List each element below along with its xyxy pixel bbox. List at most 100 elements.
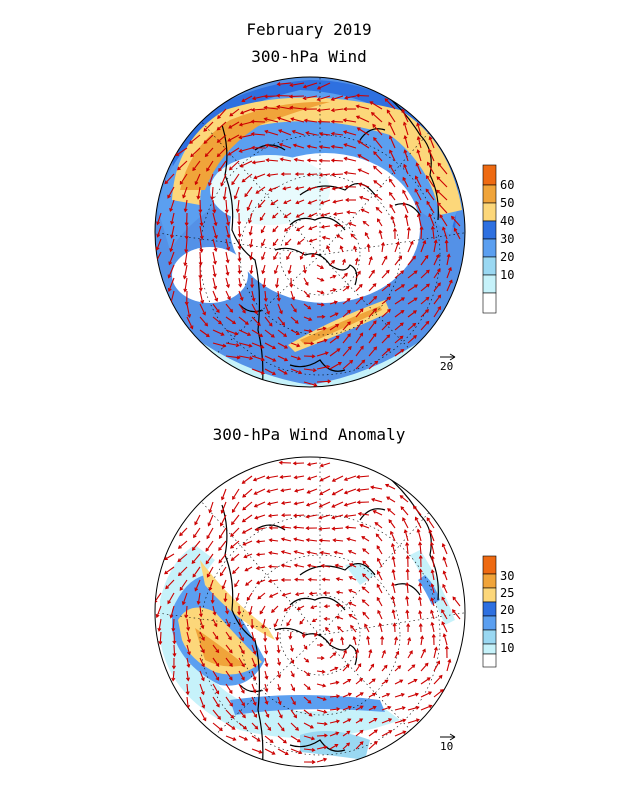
wind-vector <box>329 708 340 711</box>
wind-vector-head <box>418 622 423 627</box>
wind-vector <box>156 238 162 250</box>
wind-vector-head <box>318 158 323 163</box>
wind-vector-head <box>308 317 313 321</box>
wind-vector-head <box>280 500 286 506</box>
wind-vector <box>394 665 401 672</box>
wind-vector-head <box>416 528 421 533</box>
wind-vector <box>164 566 175 575</box>
wind-vector-head <box>171 627 176 632</box>
wind-vector <box>394 335 404 344</box>
wind-vector <box>264 709 269 718</box>
wind-vector-head <box>212 611 217 616</box>
wind-vector-head <box>192 167 197 172</box>
wind-vector <box>155 592 162 603</box>
wind-vector-head <box>446 253 451 258</box>
wind-vector <box>293 144 305 149</box>
wind-vector <box>262 264 266 274</box>
wind-vector <box>427 162 435 175</box>
wind-vector <box>186 631 191 643</box>
wind-vector <box>374 194 383 201</box>
wind-vector-head <box>377 218 381 223</box>
wind-vector-head <box>264 675 269 680</box>
wind-vector <box>170 605 175 618</box>
wind-vector <box>264 290 267 302</box>
wind-vector-head <box>306 172 311 177</box>
wind-vector <box>392 583 396 594</box>
wind-vector-head <box>331 259 336 264</box>
wind-vector <box>266 475 279 479</box>
wind-vector-head <box>390 215 395 220</box>
wind-vector-head <box>422 648 426 653</box>
wind-vector-head <box>306 144 311 149</box>
wind-vector-head <box>346 742 351 747</box>
wind-vector-head <box>229 544 234 549</box>
wind-vector <box>404 135 409 149</box>
wind-vector <box>283 199 292 204</box>
wind-vector <box>303 290 310 298</box>
wind-vector <box>355 692 364 698</box>
wind-vector-head <box>403 529 408 534</box>
wind-vector-head <box>257 204 262 208</box>
wind-vector <box>277 735 287 744</box>
wind-vector <box>365 232 370 240</box>
wind-vector <box>232 501 240 513</box>
wind-vector-head <box>238 283 243 288</box>
wind-vector <box>179 173 188 185</box>
wind-vector-head <box>439 214 443 219</box>
wind-vector-head <box>372 320 377 325</box>
wind-vector-head <box>348 576 353 580</box>
wind-vector <box>246 592 253 601</box>
wind-vector <box>363 221 370 227</box>
wind-vector-head <box>375 533 380 538</box>
wind-vector <box>417 529 422 542</box>
wind-vector <box>306 514 318 518</box>
wind-vector <box>355 718 363 724</box>
wind-vector-head <box>206 167 210 172</box>
wind-vector <box>394 679 403 685</box>
wind-vector <box>331 173 344 176</box>
wind-vector-head <box>418 568 423 573</box>
wind-vector-head <box>333 300 338 305</box>
wind-vector <box>379 623 383 633</box>
wind-vector <box>349 576 357 581</box>
wind-vector <box>307 159 318 162</box>
wind-vector <box>407 227 410 240</box>
wind-vector <box>277 657 281 666</box>
wind-vector <box>329 652 336 659</box>
panel-2-colorbar: 30 25 20 15 10 <box>482 555 514 668</box>
wind-vector <box>306 501 318 506</box>
wind-vector <box>331 108 344 112</box>
wind-vector-head <box>357 140 362 144</box>
wind-vector <box>420 649 426 659</box>
wind-vector <box>321 212 331 217</box>
wind-vector <box>251 133 266 136</box>
panel-2-colorbar-label-10: 10 <box>500 641 514 655</box>
wind-vector <box>242 475 253 484</box>
wind-vector-head <box>357 182 363 187</box>
panel-2-wind-vectors <box>155 460 461 765</box>
wind-vector-head <box>282 186 287 191</box>
wind-vector <box>199 644 205 653</box>
wind-vector <box>225 212 230 226</box>
wind-vector <box>319 488 331 495</box>
wind-vector <box>225 303 233 313</box>
wind-vector-head <box>250 119 255 124</box>
wind-vector-head <box>216 126 221 131</box>
wind-vector-head <box>287 270 292 275</box>
wind-vector-head <box>324 351 329 356</box>
wind-vector <box>392 596 396 607</box>
wind-vector-head <box>182 275 187 280</box>
wind-vector <box>308 225 318 230</box>
wind-vector-head <box>370 111 375 116</box>
wind-vector-head <box>220 182 225 187</box>
wind-vector-head <box>359 729 364 734</box>
wind-vector-head <box>384 98 389 102</box>
wind-vector <box>400 506 409 516</box>
wind-vector-head <box>355 93 360 98</box>
wind-vector <box>199 303 206 315</box>
wind-vector <box>358 154 370 162</box>
wind-vector-head <box>409 650 413 655</box>
wind-vector-head <box>301 634 306 639</box>
wind-vector-head <box>225 271 230 276</box>
wind-vector <box>268 514 279 517</box>
